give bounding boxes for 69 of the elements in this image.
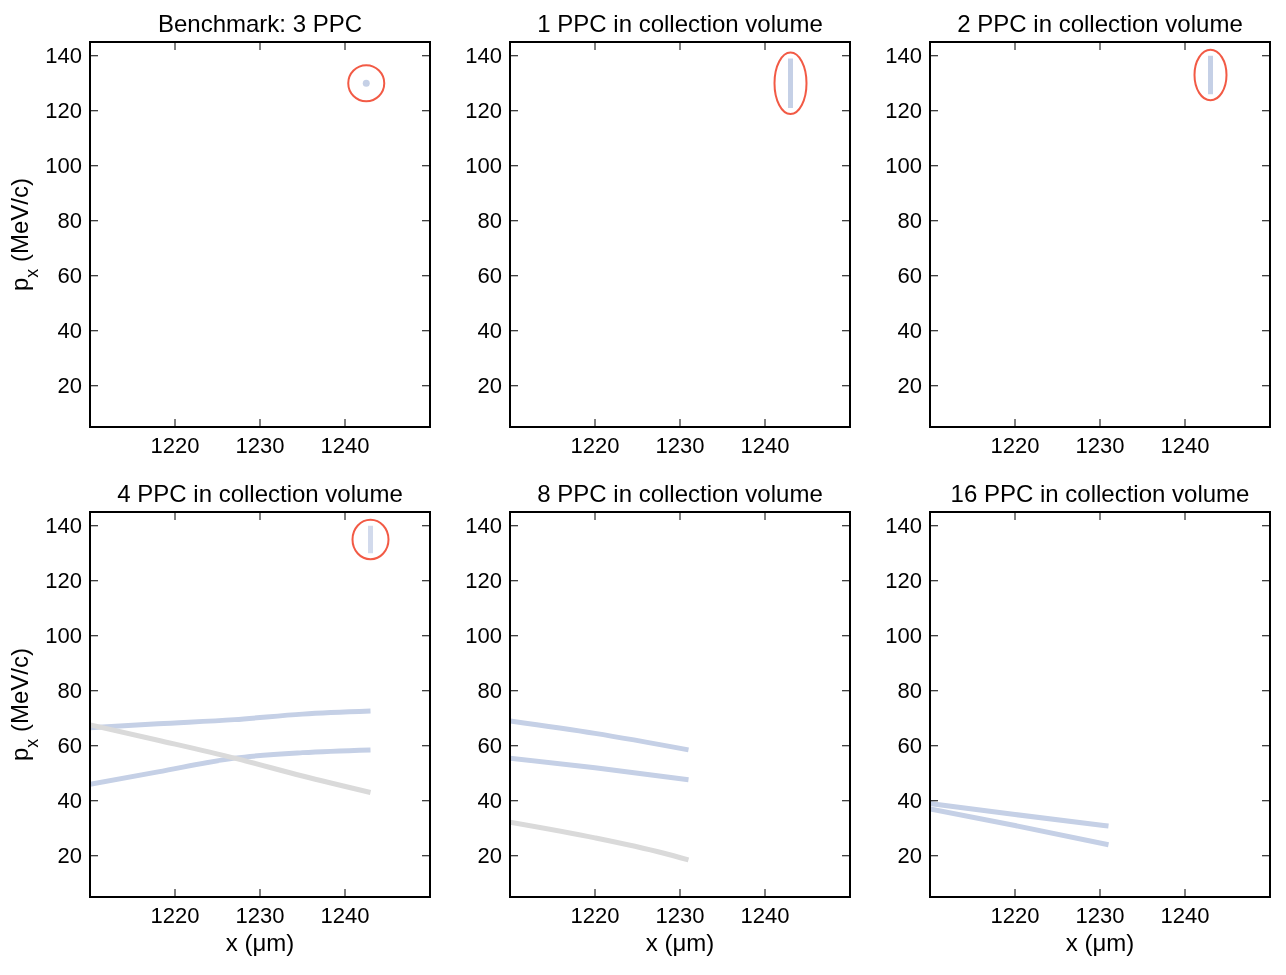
y-tick-label: 40: [57, 788, 82, 814]
y-tick-label: 60: [57, 263, 82, 289]
x-tick-label: 1240: [320, 903, 370, 928]
chart-title: 2 PPC in collection volume: [957, 10, 1243, 37]
chart-title: 16 PPC in collection volume: [950, 480, 1250, 507]
y-tick-label: 40: [57, 318, 82, 344]
chart-title: 1 PPC in collection volume: [537, 10, 823, 37]
x-tick-label: 1240: [740, 433, 790, 458]
y-tick-label: 120: [45, 98, 82, 124]
y-tick-label: 60: [477, 733, 502, 759]
y-tick-label: 80: [477, 208, 502, 234]
x-axis-title: x (μm): [1065, 929, 1135, 956]
y-tick-label: 100: [465, 153, 502, 179]
x-axis-title: x (μm): [225, 929, 295, 956]
y-tick-label: 60: [897, 733, 922, 759]
x-tick-label: 1220: [150, 433, 200, 458]
x-tick-label: 1230: [1075, 903, 1125, 928]
y-tick-label: 120: [465, 568, 502, 594]
y-tick-label: 40: [897, 318, 922, 344]
x-tick-label: 1230: [235, 903, 285, 928]
y-tick-label: 120: [885, 568, 922, 594]
y-tick-label: 40: [477, 788, 502, 814]
x-tick-label: 1220: [990, 433, 1040, 458]
y-tick-label: 80: [57, 678, 82, 704]
y-tick-label: 100: [45, 153, 82, 179]
y-tick-label: 20: [477, 843, 502, 869]
x-tick-label: 1230: [1075, 433, 1125, 458]
y-tick-label: 140: [45, 513, 82, 539]
y-tick-label: 60: [477, 263, 502, 289]
y-tick-label: 120: [465, 98, 502, 124]
x-tick-label: 1220: [570, 903, 620, 928]
x-tick-label: 1240: [320, 433, 370, 458]
x-tick-label: 1240: [1160, 903, 1210, 928]
y-tick-label: 60: [57, 733, 82, 759]
x-tick-label: 1230: [235, 433, 285, 458]
y-tick-label: 140: [465, 43, 502, 69]
chart-title: 4 PPC in collection volume: [117, 480, 403, 507]
y-tick-label: 100: [885, 153, 922, 179]
x-axis-title: x (μm): [645, 929, 715, 956]
y-tick-label: 40: [477, 318, 502, 344]
x-tick-label: 1230: [655, 903, 705, 928]
y-tick-label: 20: [477, 373, 502, 399]
y-tick-label: 140: [465, 513, 502, 539]
y-tick-label: 20: [897, 373, 922, 399]
x-tick-label: 1220: [150, 903, 200, 928]
y-tick-label: 100: [45, 623, 82, 649]
y-tick-label: 100: [885, 623, 922, 649]
y-tick-label: 20: [57, 843, 82, 869]
x-tick-label: 1240: [1160, 433, 1210, 458]
y-tick-label: 140: [885, 43, 922, 69]
y-tick-label: 140: [45, 43, 82, 69]
chart-title: 8 PPC in collection volume: [537, 480, 823, 507]
x-tick-label: 1240: [740, 903, 790, 928]
y-tick-label: 100: [465, 623, 502, 649]
y-tick-label: 20: [897, 843, 922, 869]
x-tick-label: 1230: [655, 433, 705, 458]
y-tick-label: 80: [897, 208, 922, 234]
x-tick-label: 1220: [990, 903, 1040, 928]
y-tick-label: 80: [897, 678, 922, 704]
y-tick-label: 80: [57, 208, 82, 234]
y-tick-label: 120: [885, 98, 922, 124]
x-tick-label: 1220: [570, 433, 620, 458]
y-tick-label: 140: [885, 513, 922, 539]
y-tick-label: 20: [57, 373, 82, 399]
y-tick-label: 60: [897, 263, 922, 289]
y-tick-label: 40: [897, 788, 922, 814]
chart-title: Benchmark: 3 PPC: [157, 10, 363, 37]
y-tick-label: 80: [477, 678, 502, 704]
y-tick-label: 120: [45, 568, 82, 594]
